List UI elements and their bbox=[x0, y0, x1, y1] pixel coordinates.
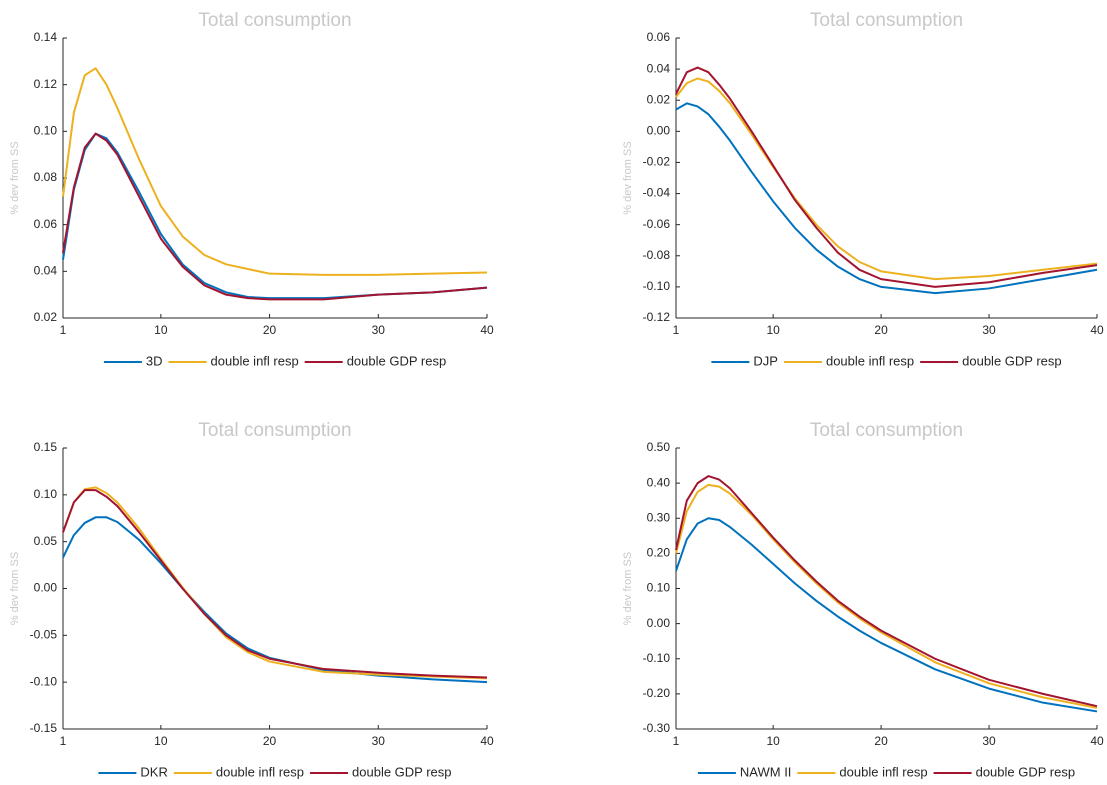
y-tick-label: 0.00 bbox=[647, 124, 671, 138]
x-tick-label: 10 bbox=[766, 734, 780, 748]
y-tick-label: 0.10 bbox=[34, 124, 58, 138]
chart-title: Total consumption bbox=[810, 10, 963, 31]
y-tick-label: -0.10 bbox=[30, 674, 58, 688]
legend: NAWM II double infl resp double GDP resp bbox=[697, 764, 1076, 779]
x-tick-label: 10 bbox=[154, 323, 168, 337]
x-tick-label: 20 bbox=[874, 734, 888, 748]
legend-label: 3D bbox=[146, 353, 163, 368]
x-tick-label: 40 bbox=[1090, 734, 1104, 748]
y-tick-label: 0.30 bbox=[647, 510, 671, 524]
y-tick-label: 0.02 bbox=[647, 92, 671, 106]
y-tick-label: -0.30 bbox=[643, 721, 671, 735]
legend: DJP double infl resp double GDP resp bbox=[711, 353, 1062, 368]
legend: DKR double infl resp double GDP resp bbox=[98, 764, 452, 779]
legend-label: double GDP resp bbox=[352, 764, 452, 779]
y-tick-label: -0.02 bbox=[643, 155, 671, 169]
data-line bbox=[675, 77, 1098, 281]
y-tick-label: 0.10 bbox=[34, 487, 58, 501]
legend-label: double GDP resp bbox=[962, 353, 1062, 368]
y-tick-label: -0.12 bbox=[643, 310, 671, 324]
x-tick-label: 1 bbox=[673, 734, 680, 748]
y-tick-label: 0.08 bbox=[34, 170, 58, 184]
x-tick-label: 30 bbox=[982, 734, 996, 748]
y-tick-label: 0.04 bbox=[34, 264, 58, 278]
legend: 3D double infl resp double GDP resp bbox=[103, 353, 447, 368]
y-tick-label: -0.08 bbox=[643, 248, 671, 262]
chart-title: Total consumption bbox=[198, 10, 351, 31]
y-tick-label: 0.06 bbox=[647, 30, 671, 44]
y-tick-label: 0.00 bbox=[34, 581, 58, 595]
y-tick-label: 0.02 bbox=[34, 310, 58, 324]
subplot: Total consumption % dev from SS 0.02 0.04 0.… bbox=[9, 10, 494, 368]
y-tick-label: -0.10 bbox=[643, 651, 671, 665]
data-line bbox=[62, 67, 488, 276]
data-line bbox=[62, 516, 488, 684]
x-tick-label: 40 bbox=[1090, 323, 1104, 337]
y-tick-label: 0.06 bbox=[34, 217, 58, 231]
subplot: Total consumption % dev from SS -0.12 -0.10… bbox=[622, 10, 1104, 368]
x-tick-label: 10 bbox=[154, 734, 168, 748]
subplot: Total consumption % dev from SS -0.15 -0.10… bbox=[9, 420, 494, 779]
x-tick-label: 30 bbox=[372, 323, 386, 337]
x-tick-label: 10 bbox=[766, 323, 780, 337]
y-tick-label: 0.15 bbox=[34, 440, 58, 454]
x-tick-label: 20 bbox=[263, 323, 277, 337]
x-tick-label: 30 bbox=[372, 734, 386, 748]
y-tick-label: 0.12 bbox=[34, 77, 58, 91]
legend-label: double GDP resp bbox=[976, 764, 1076, 779]
legend-label: double GDP resp bbox=[347, 353, 447, 368]
data-line bbox=[675, 102, 1098, 295]
y-tick-label: 0.05 bbox=[34, 534, 58, 548]
y-tick-label: -0.04 bbox=[643, 186, 671, 200]
y-tick-label: 0.04 bbox=[647, 61, 671, 75]
y-tick-label: 0.00 bbox=[647, 616, 671, 630]
y-axis-label: % dev from SS bbox=[9, 141, 21, 214]
x-tick-label: 1 bbox=[60, 734, 67, 748]
data-line bbox=[675, 483, 1098, 709]
data-line bbox=[62, 132, 488, 301]
legend-label: DKR bbox=[140, 764, 167, 779]
legend-label: DJP bbox=[753, 353, 778, 368]
x-tick-label: 20 bbox=[263, 734, 277, 748]
y-axis-label: % dev from SS bbox=[622, 552, 634, 625]
chart-title: Total consumption bbox=[810, 420, 963, 441]
legend-label: double infl resp bbox=[839, 764, 927, 779]
data-line bbox=[62, 489, 488, 679]
y-tick-label: -0.20 bbox=[643, 686, 671, 700]
y-tick-label: 0.20 bbox=[647, 546, 671, 560]
x-tick-label: 40 bbox=[480, 734, 494, 748]
legend-label: double infl resp bbox=[211, 353, 299, 368]
y-tick-label: -0.06 bbox=[643, 217, 671, 231]
chart-title: Total consumption bbox=[198, 420, 351, 441]
x-tick-label: 20 bbox=[874, 323, 888, 337]
x-tick-label: 1 bbox=[60, 323, 67, 337]
data-line bbox=[675, 517, 1098, 713]
y-tick-label: -0.15 bbox=[30, 721, 58, 735]
y-tick-label: 0.14 bbox=[34, 30, 58, 44]
legend-label: double infl resp bbox=[216, 764, 304, 779]
y-tick-label: -0.05 bbox=[30, 628, 58, 642]
y-tick-label: -0.10 bbox=[643, 279, 671, 293]
y-tick-label: 0.10 bbox=[647, 581, 671, 595]
subplot: Total consumption % dev from SS -0.30 -0.20… bbox=[622, 420, 1104, 779]
legend-label: NAWM II bbox=[740, 764, 792, 779]
legend-label: double infl resp bbox=[826, 353, 914, 368]
data-line bbox=[675, 66, 1098, 288]
y-axis-label: % dev from SS bbox=[622, 141, 634, 214]
y-axis-label: % dev from SS bbox=[9, 552, 21, 625]
x-tick-label: 1 bbox=[673, 323, 680, 337]
x-tick-label: 40 bbox=[480, 323, 494, 337]
x-tick-label: 30 bbox=[982, 323, 996, 337]
y-tick-label: 0.50 bbox=[647, 440, 671, 454]
data-line bbox=[675, 475, 1098, 708]
y-tick-label: 0.40 bbox=[647, 475, 671, 489]
